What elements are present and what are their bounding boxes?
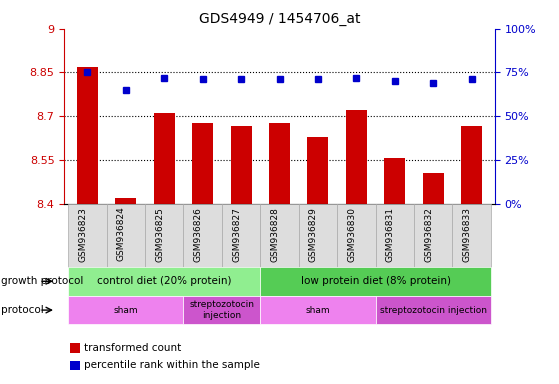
Text: GSM936828: GSM936828 (271, 207, 280, 262)
Text: GSM936832: GSM936832 (424, 207, 433, 262)
Bar (68, 204, 107, 267)
Bar (376, 296, 491, 324)
Text: GSM936831: GSM936831 (386, 207, 395, 262)
Text: protocol: protocol (1, 305, 43, 315)
Bar (260, 204, 299, 267)
Text: transformed count: transformed count (84, 343, 181, 353)
Bar (423, 173, 444, 204)
Bar (414, 204, 452, 267)
Bar (77, 67, 98, 204)
Text: GSM936829: GSM936829 (309, 207, 318, 262)
Bar (260, 296, 376, 324)
Text: growth protocol: growth protocol (1, 276, 83, 286)
Bar (68, 267, 260, 296)
Bar (183, 204, 222, 267)
Bar (269, 123, 290, 204)
Bar (452, 204, 491, 267)
Title: GDS4949 / 1454706_at: GDS4949 / 1454706_at (199, 12, 360, 26)
Bar (222, 204, 260, 267)
Bar (192, 123, 213, 204)
Text: control diet (20% protein): control diet (20% protein) (97, 276, 231, 286)
Text: GSM936833: GSM936833 (463, 207, 472, 262)
Text: sham: sham (113, 306, 138, 314)
Text: GSM936825: GSM936825 (155, 207, 164, 262)
Bar (115, 198, 136, 204)
Text: low protein diet (8% protein): low protein diet (8% protein) (301, 276, 451, 286)
Bar (337, 204, 376, 267)
Bar (183, 296, 260, 324)
Text: GSM936830: GSM936830 (347, 207, 357, 262)
Bar (384, 158, 405, 204)
Text: GSM936824: GSM936824 (117, 207, 126, 262)
Text: GSM936823: GSM936823 (78, 207, 87, 262)
Bar (376, 204, 414, 267)
Text: GSM936826: GSM936826 (193, 207, 203, 262)
Bar (154, 113, 175, 204)
Bar (307, 137, 329, 204)
Bar (346, 110, 367, 204)
Bar (260, 267, 491, 296)
Bar (230, 126, 252, 204)
Text: streptozotocin
injection: streptozotocin injection (190, 300, 254, 320)
Bar (68, 296, 183, 324)
Text: GSM936827: GSM936827 (232, 207, 241, 262)
Bar (299, 204, 337, 267)
Bar (461, 126, 482, 204)
Bar (145, 204, 183, 267)
Text: streptozotocin injection: streptozotocin injection (380, 306, 487, 314)
Text: sham: sham (306, 306, 330, 314)
Bar (107, 204, 145, 267)
Text: percentile rank within the sample: percentile rank within the sample (84, 360, 260, 370)
